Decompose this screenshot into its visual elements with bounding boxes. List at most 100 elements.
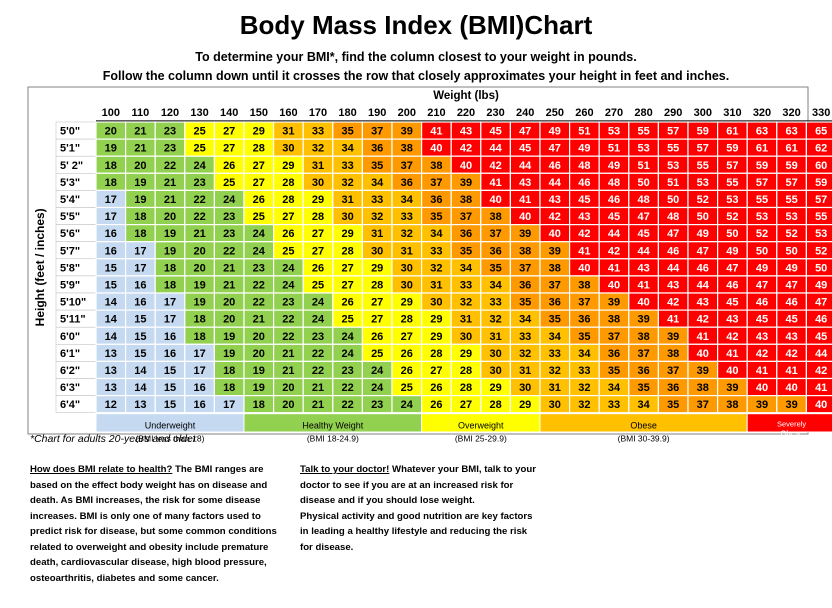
bmi-value: 24 xyxy=(341,331,354,343)
weight-header-cell: 190 xyxy=(368,107,386,119)
bmi-value: 22 xyxy=(282,331,294,343)
bmi-value: 35 xyxy=(460,245,472,257)
category-range: (BMI 18-24.9) xyxy=(307,434,359,444)
bmi-value: 46 xyxy=(815,314,827,326)
bmi-value: 51 xyxy=(578,126,590,138)
height-label: 5'0" xyxy=(60,126,80,138)
bmi-value: 45 xyxy=(815,331,827,343)
bmi-value: 22 xyxy=(164,160,176,172)
weight-header-cell: 290 xyxy=(664,107,682,119)
bmi-value: 35 xyxy=(637,382,649,394)
weight-header-cell: 320 xyxy=(753,107,771,119)
weight-header-cell: 220 xyxy=(457,107,475,119)
bmi-value: 48 xyxy=(608,177,620,189)
bmi-value: 25 xyxy=(193,126,205,138)
bmi-value: 51 xyxy=(667,177,679,189)
bmi-value: 22 xyxy=(193,211,205,223)
bmi-value: 36 xyxy=(549,297,561,309)
bmi-value: 45 xyxy=(785,314,797,326)
bmi-value: 31 xyxy=(549,382,561,394)
bmi-value: 17 xyxy=(193,348,205,360)
weight-header-cell: 310 xyxy=(723,107,741,119)
bmi-value: 18 xyxy=(164,262,176,274)
page-title: Body Mass Index (BMI)Chart xyxy=(239,10,593,40)
bmi-value: 32 xyxy=(401,228,413,240)
bmi-value: 52 xyxy=(785,228,797,240)
bmi-value: 33 xyxy=(549,348,561,360)
bmi-value: 26 xyxy=(341,297,353,309)
bmi-value: 45 xyxy=(578,194,590,206)
bmi-value: 27 xyxy=(401,331,413,343)
bmi-value: 49 xyxy=(756,262,768,274)
bmi-value: 20 xyxy=(223,297,235,309)
bmi-value: 49 xyxy=(608,160,620,172)
bmi-value: 31 xyxy=(489,331,501,343)
bmi-value: 31 xyxy=(312,160,324,172)
bmi-value: 36 xyxy=(401,177,413,189)
bmi-value: 39 xyxy=(401,126,413,138)
bmi-value: 30 xyxy=(489,348,501,360)
bmi-value: 21 xyxy=(134,143,146,155)
bmi-value: 53 xyxy=(785,211,797,223)
weight-header-cell: 140 xyxy=(220,107,238,119)
bmi-value: 23 xyxy=(341,365,353,377)
bmi-value: 23 xyxy=(253,262,265,274)
bmi-value: 38 xyxy=(401,143,413,155)
bmi-value: 35 xyxy=(519,297,531,309)
bmi-value: 37 xyxy=(430,177,442,189)
doctor-info-heading: Talk to your doctor! xyxy=(300,464,390,475)
weight-header-cell: 240 xyxy=(516,107,534,119)
bmi-value: 27 xyxy=(223,126,235,138)
doctor-info-text-2: Physical activity and good nutrition are… xyxy=(300,510,533,553)
height-label: 5'10" xyxy=(60,297,86,309)
weight-header-cell: 320 xyxy=(782,107,800,119)
bmi-value: 29 xyxy=(282,160,294,172)
bmi-value: 21 xyxy=(282,365,294,377)
bmi-value: 63 xyxy=(756,126,768,138)
bmi-value: 49 xyxy=(549,126,561,138)
bmi-value: 41 xyxy=(697,331,709,343)
bmi-value: 57 xyxy=(697,143,709,155)
bmi-value: 19 xyxy=(253,365,265,377)
bmi-value: 35 xyxy=(489,262,501,274)
weight-header-cell: 160 xyxy=(279,107,297,119)
bmi-value: 40 xyxy=(489,194,501,206)
bmi-value: 38 xyxy=(430,160,442,172)
bmi-value: 16 xyxy=(193,382,205,394)
bmi-value: 25 xyxy=(312,280,324,292)
height-label: 5'6" xyxy=(60,228,80,240)
bmi-value: 20 xyxy=(193,262,205,274)
bmi-value: 23 xyxy=(282,297,294,309)
bmi-value: 21 xyxy=(282,348,294,360)
bmi-value: 53 xyxy=(608,126,620,138)
bmi-value: 40 xyxy=(785,382,797,394)
bmi-value: 42 xyxy=(756,348,768,360)
bmi-value: 23 xyxy=(193,177,205,189)
bmi-value: 29 xyxy=(253,126,265,138)
bmi-value: 48 xyxy=(637,194,649,206)
bmi-value: 24 xyxy=(253,245,266,257)
bmi-value: 44 xyxy=(697,280,710,292)
bmi-value: 17 xyxy=(134,262,146,274)
bmi-value: 31 xyxy=(460,314,472,326)
height-label: 6'4" xyxy=(60,399,80,411)
category-range: (BMI > 40) xyxy=(775,440,808,447)
bmi-value: 43 xyxy=(549,194,561,206)
weight-header-cell: 150 xyxy=(250,107,268,119)
bmi-value: 44 xyxy=(608,228,621,240)
bmi-value: 47 xyxy=(815,297,827,309)
bmi-value: 51 xyxy=(637,160,649,172)
bmi-value: 18 xyxy=(223,365,235,377)
height-label: 6'1" xyxy=(60,348,80,360)
bmi-value: 33 xyxy=(460,280,472,292)
bmi-cell xyxy=(805,395,832,414)
bmi-value: 13 xyxy=(105,382,117,394)
bmi-value: 40 xyxy=(430,143,442,155)
bmi-value: 22 xyxy=(282,314,294,326)
weight-header-cell: 110 xyxy=(132,107,150,119)
bmi-value: 47 xyxy=(697,245,709,257)
bmi-value: 29 xyxy=(430,331,442,343)
bmi-value: 28 xyxy=(489,399,501,411)
bmi-value: 49 xyxy=(815,280,827,292)
bmi-value: 18 xyxy=(223,382,235,394)
